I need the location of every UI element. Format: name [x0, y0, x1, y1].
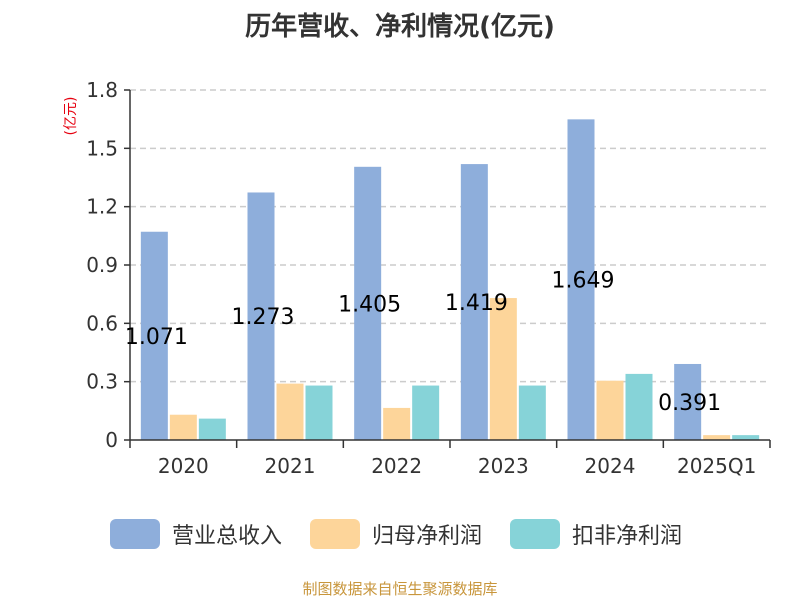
x-tick-label: 2023 [478, 454, 529, 478]
legend-item-revenue[interactable]: 营业总收入 [110, 518, 282, 550]
bar [489, 298, 517, 440]
x-tick-label: 2020 [158, 454, 209, 478]
x-tick-label: 2025Q1 [677, 454, 756, 478]
bar [169, 414, 197, 440]
legend-label-deducted-net-profit: 扣非净利润 [572, 524, 683, 549]
y-tick-label: 0 [105, 428, 118, 452]
y-tick-label: 0.3 [86, 370, 118, 394]
bar [596, 380, 624, 440]
bar [732, 435, 760, 440]
bar [625, 373, 653, 440]
y-axis-unit-label: (亿元) [63, 97, 79, 136]
bar [276, 383, 304, 440]
axes: 0 0.3 0.6 0.9 1.2 1.5 1.8 2020 2021 2022 2023 2024 2… [86, 78, 771, 478]
bar [412, 385, 440, 440]
bar [674, 363, 702, 440]
legend-item-deducted-net-profit[interactable]: 扣非净利润 [510, 518, 682, 550]
bar [567, 119, 595, 440]
bar [460, 164, 488, 441]
bar [383, 407, 411, 440]
data-label: 1.405 [338, 292, 401, 317]
y-tick-label: 1.8 [86, 78, 118, 102]
bar [703, 435, 731, 440]
data-label: 1.071 [125, 325, 188, 350]
legend-item-net-profit[interactable]: 归母净利润 [310, 518, 482, 550]
source-note: 制图数据来自恒生聚源数据库 [302, 580, 498, 598]
data-label: 1.273 [232, 305, 295, 330]
bar [140, 231, 168, 440]
bar [305, 385, 333, 440]
data-label: 1.419 [445, 291, 508, 316]
y-tick-label: 1.5 [86, 136, 118, 160]
bar [518, 385, 546, 440]
chart-title: 历年营收、净利情况(亿元) [245, 12, 555, 42]
y-tick-label: 0.6 [86, 311, 118, 335]
y-tick-label: 1.2 [86, 195, 118, 219]
bar [354, 166, 382, 441]
data-labels: 1.071 1.273 1.405 1.419 1.649 0.391 [125, 269, 721, 416]
legend-label-net-profit: 归母净利润 [372, 524, 483, 549]
x-tick-label: 2022 [371, 454, 422, 478]
x-tick-label: 2024 [585, 454, 636, 478]
legend-swatch-net-profit [310, 519, 360, 549]
legend-swatch-deducted-net-profit [510, 519, 560, 549]
data-label: 0.391 [658, 391, 721, 416]
legend-label-revenue: 营业总收入 [172, 524, 283, 549]
data-label: 1.649 [552, 269, 615, 294]
bar [198, 418, 226, 440]
y-tick-label: 0.9 [86, 253, 118, 277]
bar [247, 192, 275, 440]
bars [140, 119, 760, 441]
gridlines [130, 89, 770, 383]
legend-swatch-revenue [110, 519, 160, 549]
x-tick-label: 2021 [265, 454, 316, 478]
